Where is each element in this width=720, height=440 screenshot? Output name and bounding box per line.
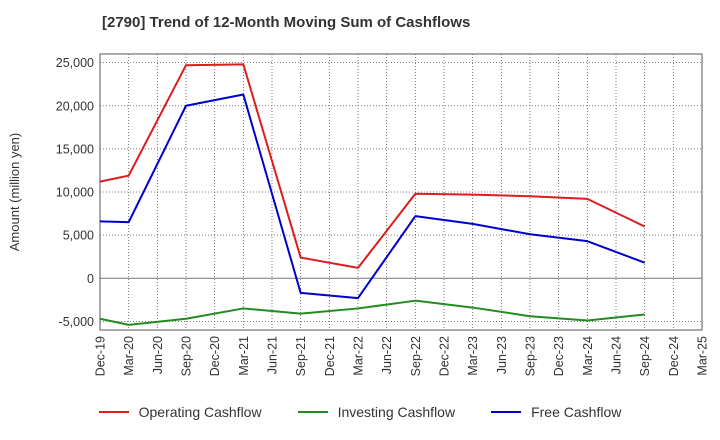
y-tick-label: 20,000: [56, 99, 94, 113]
x-tick-label: Sep-20: [180, 336, 194, 376]
series-line-investing-cashflow: [99, 299, 645, 326]
series-line-operating-cashflow: [99, 63, 646, 269]
x-tick-label: Dec-22: [438, 336, 452, 376]
x-tick-label: Sep-23: [524, 336, 538, 376]
legend-item: Free Cashflow: [491, 404, 621, 420]
legend-label: Free Cashflow: [531, 404, 622, 420]
legend-label: Investing Cashflow: [337, 404, 456, 420]
x-tick-label: Dec-24: [667, 336, 681, 376]
y-axis-label: Amount (million yen): [7, 133, 22, 252]
series-line-free-cashflow: [99, 93, 646, 300]
x-tick-label: Mar-25: [696, 336, 710, 376]
x-tick-label: Dec-20: [208, 336, 222, 376]
legend-item: Investing Cashflow: [297, 404, 456, 420]
x-tick-label: Jun-24: [610, 336, 624, 374]
x-tick-label: Sep-21: [294, 336, 308, 376]
y-tick-label: 5,000: [63, 229, 94, 243]
legend-swatch: [98, 411, 129, 413]
y-tick-label: 0: [87, 272, 94, 286]
legend: Operating Cashflow Investing Cashflow Free…: [0, 404, 720, 420]
x-tick-label: Dec-23: [552, 336, 566, 376]
legend-item: Operating Cashflow: [98, 404, 262, 420]
x-tick-label: Mar-24: [581, 336, 595, 376]
x-tick-label: Jun-23: [495, 336, 509, 374]
x-tick-label: Mar-23: [466, 336, 480, 376]
legend-swatch: [491, 411, 522, 413]
y-tick-label: 15,000: [56, 142, 94, 156]
chart-title: [2790] Trend of 12-Month Moving Sum of C…: [102, 14, 471, 31]
x-tick-label: Mar-22: [352, 336, 366, 376]
x-tick-label: Mar-21: [237, 336, 251, 376]
legend-swatch: [297, 411, 328, 413]
x-tick-label: Jun-21: [266, 336, 280, 374]
x-tick-label: Sep-24: [638, 336, 652, 376]
y-tick-label: 10,000: [56, 186, 94, 200]
y-tick-label: -5,000: [59, 315, 94, 329]
x-tick-label: Sep-22: [409, 336, 423, 376]
legend-label: Operating Cashflow: [138, 404, 262, 420]
x-tick-label: Mar-20: [122, 336, 136, 376]
x-tick-label: Jun-22: [380, 336, 394, 374]
x-tick-label: Dec-21: [323, 336, 337, 376]
x-tick-label: Jun-20: [151, 336, 165, 374]
x-tick-label: Dec-19: [94, 336, 108, 376]
y-tick-label: 25,000: [56, 56, 94, 70]
